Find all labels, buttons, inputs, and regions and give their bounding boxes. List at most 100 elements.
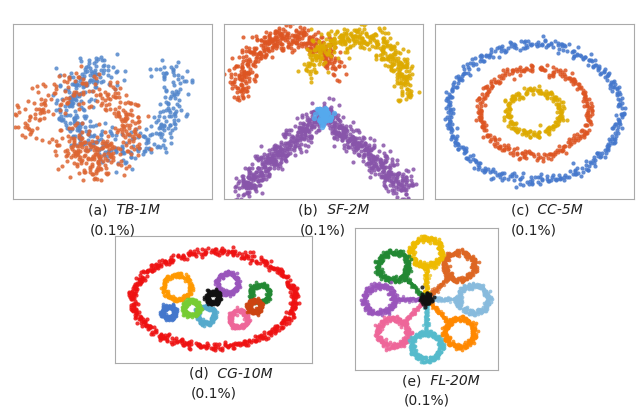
Point: [445, 321, 455, 327]
Point: [388, 61, 399, 67]
Point: [160, 280, 170, 286]
Point: [173, 59, 183, 66]
Point: [85, 166, 95, 173]
Point: [242, 303, 252, 310]
Point: [324, 105, 334, 112]
Point: [66, 135, 76, 141]
Point: [403, 258, 413, 264]
Point: [368, 306, 378, 313]
Point: [484, 288, 495, 294]
Point: [252, 188, 262, 195]
Point: [353, 142, 364, 149]
Point: [321, 109, 332, 115]
Point: [167, 315, 177, 321]
Point: [250, 297, 260, 304]
Text: CG-10M: CG-10M: [213, 367, 273, 381]
Point: [282, 142, 292, 149]
Point: [108, 150, 118, 156]
Point: [459, 150, 469, 156]
Point: [256, 282, 266, 288]
Point: [350, 136, 360, 142]
Point: [271, 37, 282, 44]
Point: [282, 140, 292, 147]
Point: [222, 343, 232, 350]
Point: [236, 322, 246, 328]
Point: [500, 49, 510, 56]
Point: [359, 142, 369, 148]
Point: [227, 85, 237, 92]
Point: [396, 297, 406, 303]
Point: [408, 240, 419, 247]
Point: [308, 33, 318, 39]
Point: [359, 301, 369, 307]
Point: [438, 297, 448, 304]
Point: [385, 285, 396, 291]
Point: [482, 293, 492, 300]
Point: [247, 172, 257, 178]
Point: [129, 135, 139, 141]
Point: [140, 317, 150, 324]
Point: [468, 334, 478, 340]
Point: [225, 317, 235, 324]
Point: [154, 101, 164, 107]
Point: [576, 84, 586, 90]
Point: [380, 274, 390, 280]
Point: [315, 50, 325, 56]
Point: [248, 289, 258, 295]
Point: [353, 143, 363, 149]
Point: [301, 114, 312, 120]
Point: [447, 275, 458, 282]
Point: [370, 158, 380, 165]
Point: [400, 177, 410, 184]
Point: [114, 94, 124, 100]
Point: [416, 299, 426, 306]
Point: [413, 297, 423, 303]
Point: [435, 255, 445, 262]
Point: [229, 322, 239, 328]
Point: [394, 299, 404, 305]
Point: [321, 59, 332, 65]
Point: [444, 325, 454, 331]
Point: [376, 319, 387, 326]
Point: [202, 295, 212, 302]
Point: [486, 136, 496, 142]
Point: [556, 107, 566, 114]
Point: [248, 49, 259, 55]
Point: [274, 30, 284, 36]
Point: [369, 332, 380, 339]
Point: [292, 142, 303, 149]
Point: [358, 37, 368, 44]
Point: [160, 293, 170, 299]
Point: [281, 320, 291, 327]
Point: [515, 176, 525, 183]
Point: [244, 306, 255, 312]
Point: [419, 295, 429, 302]
Point: [194, 309, 204, 315]
Point: [453, 248, 463, 254]
Point: [325, 119, 335, 126]
Point: [190, 310, 200, 317]
Point: [410, 282, 420, 289]
Point: [429, 354, 440, 361]
Point: [393, 276, 403, 282]
Point: [165, 122, 175, 129]
Point: [443, 255, 453, 261]
Point: [387, 54, 397, 60]
Point: [253, 165, 263, 172]
Text: TB-1M: TB-1M: [111, 204, 159, 217]
Point: [445, 317, 455, 324]
Point: [363, 153, 373, 160]
Point: [425, 300, 435, 306]
Point: [314, 110, 324, 117]
Point: [254, 283, 264, 289]
Point: [434, 338, 444, 345]
Point: [383, 308, 393, 315]
Point: [186, 250, 196, 256]
Point: [155, 124, 165, 131]
Point: [433, 335, 444, 341]
Point: [351, 28, 361, 34]
Point: [548, 71, 558, 78]
Point: [403, 315, 413, 322]
Point: [310, 69, 320, 75]
Point: [329, 45, 339, 52]
